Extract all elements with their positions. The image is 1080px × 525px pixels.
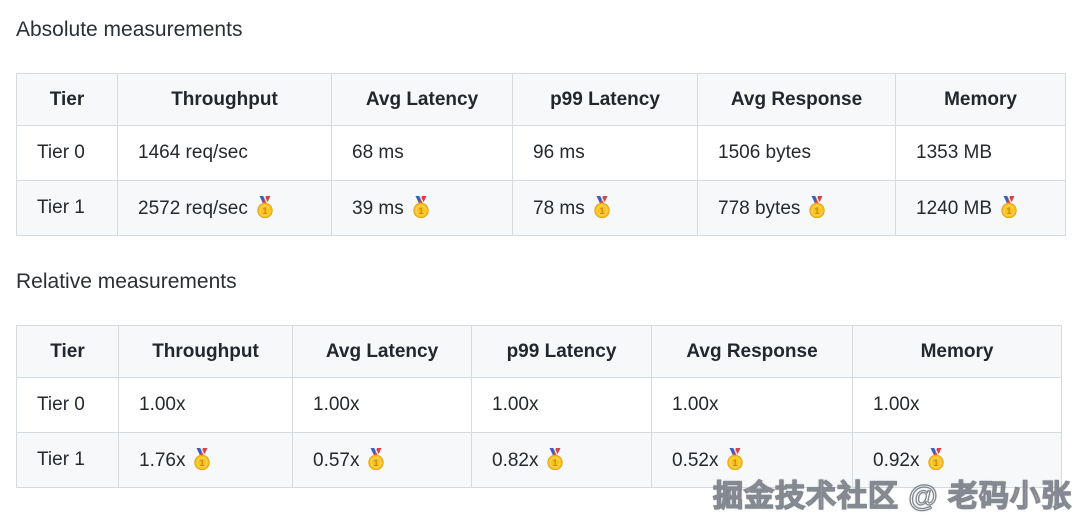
column-header-throughput: Throughput: [117, 73, 332, 126]
cell-memory: 0.92x: [852, 432, 1062, 488]
cell-avg-latency: 68 ms: [331, 125, 513, 181]
header-row: Tier Throughput Avg Latency p99 Latency …: [16, 73, 1066, 126]
cell-throughput: 1.00x: [118, 377, 293, 433]
table-row-tier1: Tier 1 1.76x 0.57x 0.82x 0.52x 0.92x: [16, 432, 1062, 488]
absolute-measurements-table: Tier Throughput Avg Latency p99 Latency …: [16, 73, 1066, 236]
column-header-tier: Tier: [16, 325, 119, 378]
cell-avg-response: 778 bytes: [697, 180, 896, 236]
cell-avg-latency: 1.00x: [292, 377, 472, 433]
cell-memory: 1240 MB: [895, 180, 1066, 236]
table-row-tier0: Tier 0 1464 req/sec 68 ms 96 ms 1506 byt…: [16, 125, 1066, 181]
cell-tier: Tier 1: [16, 180, 118, 236]
first-place-medal-icon: [368, 448, 385, 470]
column-header-throughput: Throughput: [118, 325, 293, 378]
column-header-memory: Memory: [852, 325, 1062, 378]
column-header-p99-latency: p99 Latency: [512, 73, 698, 126]
column-header-tier: Tier: [16, 73, 118, 126]
cell-p99-latency: 0.82x: [471, 432, 652, 488]
cell-avg-latency: 0.57x: [292, 432, 472, 488]
cell-avg-latency: 39 ms: [331, 180, 513, 236]
cell-tier: Tier 1: [16, 432, 119, 488]
first-place-medal-icon: [257, 196, 273, 218]
column-header-avg-latency: Avg Latency: [331, 73, 513, 126]
header-row: Tier Throughput Avg Latency p99 Latency …: [16, 325, 1062, 378]
first-place-medal-icon: [928, 448, 945, 470]
cell-avg-response: 1.00x: [651, 377, 853, 433]
cell-memory: 1.00x: [852, 377, 1062, 433]
article-page: { "sections": [ { "title": "Absolute mea…: [0, 17, 1080, 525]
absolute-section-title: Absolute measurements: [16, 18, 243, 41]
cell-tier: Tier 0: [16, 125, 118, 181]
first-place-medal-icon: [809, 196, 826, 218]
first-place-medal-icon: [1001, 196, 1017, 218]
cell-p99-latency: 96 ms: [512, 125, 698, 181]
cell-avg-response: 0.52x: [651, 432, 853, 488]
column-header-memory: Memory: [895, 73, 1066, 126]
first-place-medal-icon: [727, 448, 744, 470]
cell-throughput: 1.76x: [118, 432, 293, 488]
relative-measurements-table: Tier Throughput Avg Latency p99 Latency …: [16, 325, 1062, 488]
first-place-medal-icon: [194, 448, 211, 470]
cell-avg-response: 1506 bytes: [697, 125, 896, 181]
first-place-medal-icon: [594, 196, 610, 218]
table-row-tier0: Tier 0 1.00x 1.00x 1.00x 1.00x 1.00x: [16, 377, 1062, 433]
first-place-medal-icon: [413, 196, 429, 218]
column-header-avg-response: Avg Response: [697, 73, 896, 126]
relative-section-title: Relative measurements: [16, 270, 237, 293]
cell-memory: 1353 MB: [895, 125, 1066, 181]
cell-throughput: 2572 req/sec: [117, 180, 332, 236]
cell-p99-latency: 1.00x: [471, 377, 652, 433]
column-header-p99-latency: p99 Latency: [471, 325, 652, 378]
cell-p99-latency: 78 ms: [512, 180, 698, 236]
table-row-tier1: Tier 1 2572 req/sec 39 ms 78 ms 778 byte…: [16, 180, 1066, 236]
cell-tier: Tier 0: [16, 377, 119, 433]
cell-throughput: 1464 req/sec: [117, 125, 332, 181]
column-header-avg-response: Avg Response: [651, 325, 853, 378]
first-place-medal-icon: [547, 448, 564, 470]
column-header-avg-latency: Avg Latency: [292, 325, 472, 378]
